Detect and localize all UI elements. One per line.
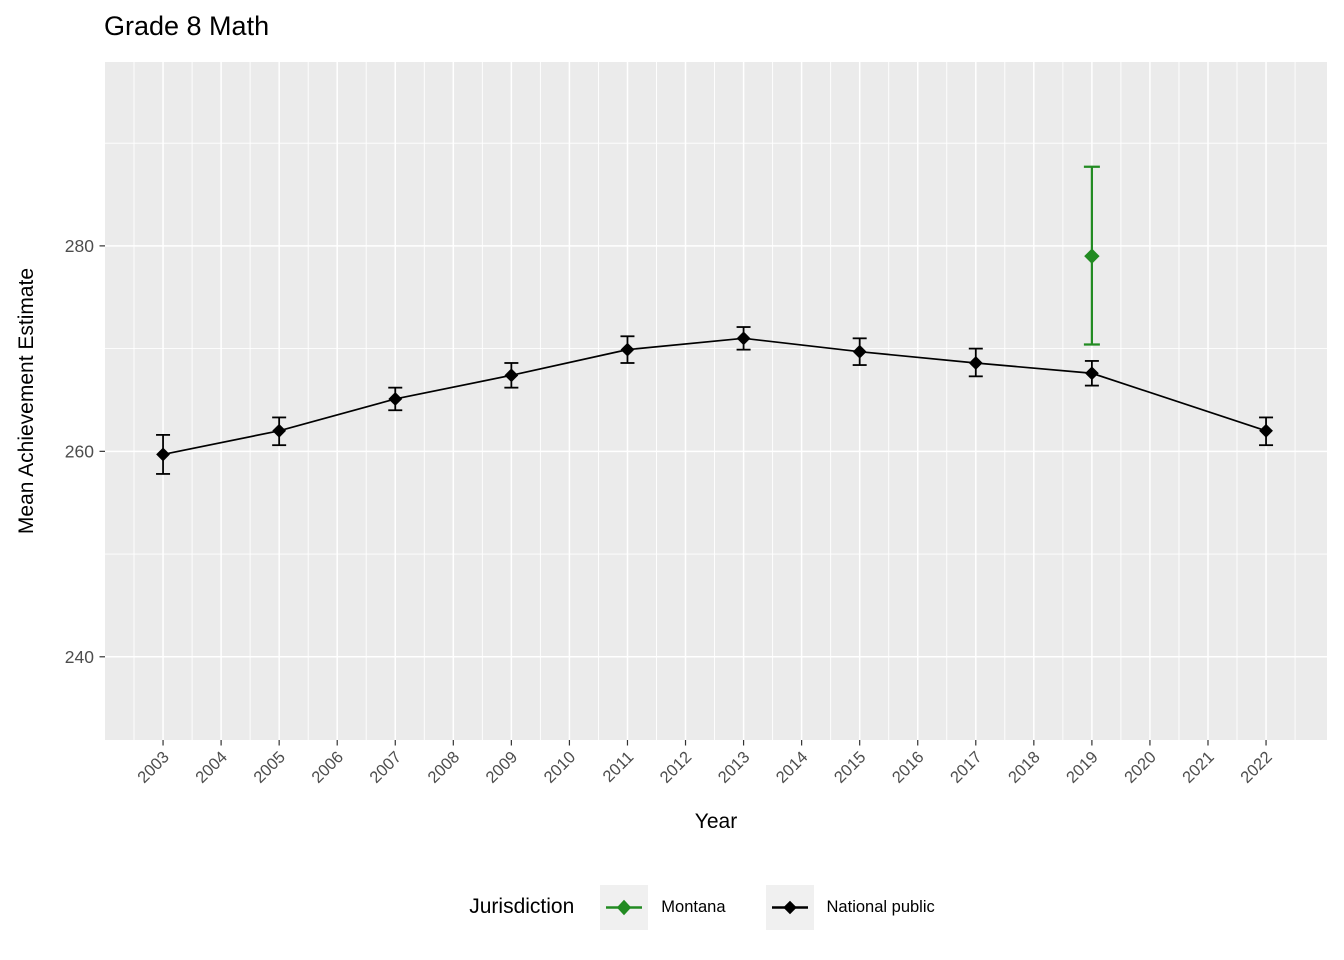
data-point [736,331,751,346]
legend-title: Jurisdiction [469,895,575,918]
legend-label-montana: Montana [661,897,726,916]
x-tick-label: 2015 [831,748,870,787]
x-tick-label: 2021 [1179,748,1218,787]
data-point [1084,366,1099,381]
data-point [388,392,403,406]
line-point-icon [606,899,643,915]
chart-title: Grade 8 Math [104,11,270,41]
line-point-icon [771,900,808,914]
x-tick-label: 2009 [483,748,522,787]
x-axis-title: Year [694,810,738,833]
plot-panel [105,62,1327,740]
series-national-public [156,326,1274,475]
x-tick-label: 2010 [541,748,580,787]
series-line [162,337,1267,456]
x-tick-label: 2008 [424,748,463,787]
x-tick-label: 2003 [134,748,173,787]
data-point [852,344,867,359]
x-tick-label: 2007 [366,748,405,787]
legend-entry-national-public: National public [765,884,935,930]
data-point [968,356,983,370]
legend-entry-montana: Montana [600,884,726,930]
data-point [1084,248,1100,264]
x-tick-label: 2005 [250,748,289,787]
x-tick-label: 2020 [1121,748,1160,787]
data-point [620,342,635,357]
x-tick-label: 2017 [947,748,986,787]
x-tick-label: 2013 [715,748,754,787]
x-tick-label: 2014 [773,748,812,787]
data-point [1259,423,1273,438]
series-montana [1083,165,1100,346]
gridlines-major [105,62,1327,740]
x-tick-label: 2016 [889,748,928,787]
data-point [504,368,519,383]
y-tick-label: 240 [65,647,94,667]
x-tick-label: 2019 [1063,748,1102,787]
data-point [156,447,170,462]
data-point [272,423,287,438]
y-tick-label: 280 [65,236,94,256]
x-tick-label: 2006 [308,748,347,787]
gridlines-minor [105,62,1327,740]
y-axis-title: Mean Achievement Estimate [15,267,38,535]
x-tick-label: 2018 [1005,748,1044,787]
legend-key-montana [600,884,649,930]
legend: Jurisdiction Montana National public [30,883,1344,931]
legend-key-national-public [765,884,814,930]
x-tick-label: 2012 [657,748,696,787]
y-tick-label: 260 [65,441,94,461]
x-tick-label: 2011 [599,748,637,786]
x-tick-label: 2022 [1237,748,1276,787]
x-tick-label: 2004 [192,748,231,787]
chart-plot-area: 2003 2004 2005 2006 2007 2008 2009 2010 2011 2012… [65,62,1327,787]
legend-label-national-public: National public [826,897,935,916]
